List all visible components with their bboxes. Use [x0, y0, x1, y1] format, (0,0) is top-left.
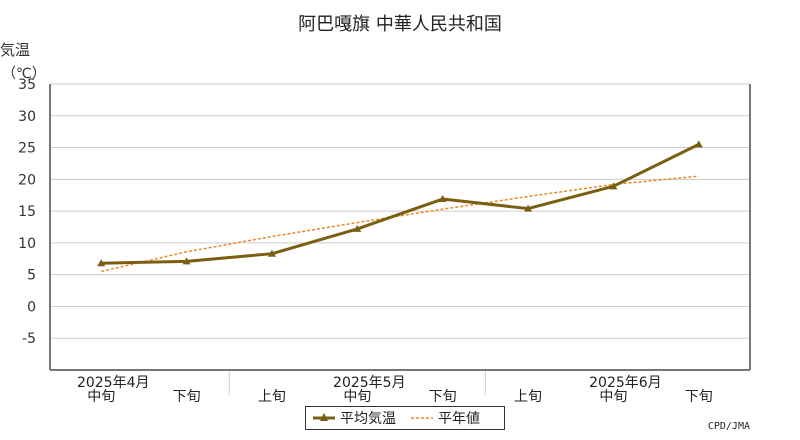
y-tick-label: 0	[27, 299, 36, 315]
x-tick-label: 中旬	[599, 389, 627, 405]
y-axis-label: 気温	[0, 41, 31, 59]
legend-mean-label: 平均気温	[340, 411, 396, 427]
series-mean-point	[438, 195, 447, 203]
y-tick-label: 35	[18, 77, 36, 93]
chart-title: 阿巴嘎旗 中華人民共和国	[298, 14, 502, 35]
x-month-label: 2025年4月	[77, 375, 150, 391]
x-tick-label: 上旬	[514, 389, 542, 405]
y-tick-label: 20	[18, 172, 36, 188]
x-tick-label: 中旬	[87, 389, 115, 405]
x-month-label: 2025年5月	[333, 375, 406, 391]
legend: 平均気温 平年値	[305, 406, 505, 430]
x-tick-label: 下旬	[685, 389, 713, 405]
x-tick-label: 下旬	[429, 389, 457, 405]
x-month-label: 2025年6月	[589, 375, 662, 391]
series-mean-point	[524, 204, 533, 212]
y-tick-label: 30	[18, 109, 36, 125]
legend-item-mean: 平均気温	[312, 408, 396, 428]
series-mean-line	[101, 143, 700, 265]
legend-normal-label: 平年値	[438, 411, 480, 427]
y-axis-unit: （℃）	[2, 66, 46, 82]
y-tick-label: 15	[18, 204, 36, 220]
y-tick-label: -5	[22, 331, 36, 347]
series-mean-point	[267, 249, 276, 257]
data-credit: CPD/JMA	[707, 421, 750, 432]
x-tick-label: 下旬	[173, 389, 201, 405]
legend-item-normal: 平年値	[410, 408, 480, 428]
x-tick-label: 上旬	[258, 389, 286, 405]
series-mean-point	[353, 224, 362, 232]
x-tick-label: 中旬	[343, 389, 371, 405]
y-tick-label: 5	[27, 268, 36, 284]
series-mean-point	[609, 182, 618, 190]
y-tick-label: 25	[18, 141, 36, 157]
y-tick-label: 10	[18, 236, 36, 252]
series-mean-point	[97, 259, 106, 267]
legend-normal-swatch	[411, 417, 433, 419]
series-mean-point	[694, 140, 703, 148]
series-mean-point	[182, 257, 191, 265]
series-normal-line	[101, 175, 699, 273]
legend-mean-swatch	[313, 413, 335, 421]
